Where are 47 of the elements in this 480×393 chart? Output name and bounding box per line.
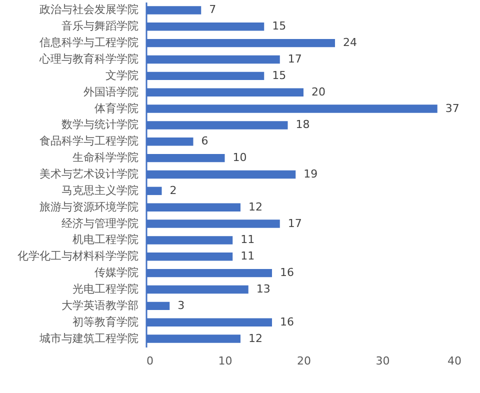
y-tick-label: 文学院 xyxy=(106,68,138,82)
y-tick-label: 机电工程学院 xyxy=(72,233,138,246)
y-tick-label: 传媒学院 xyxy=(94,266,138,280)
data-label: 10 xyxy=(232,151,247,164)
y-tick-label: 大学英语教学部 xyxy=(62,298,138,312)
data-label: 16 xyxy=(280,266,294,280)
x-tick-label: 30 xyxy=(376,354,390,368)
y-tick-label: 初等教育学院 xyxy=(72,315,138,328)
y-tick-label: 城市与建筑工程学院 xyxy=(38,332,138,345)
data-label: 37 xyxy=(445,102,460,115)
y-tick-label: 化学化工与材料科学学院 xyxy=(18,250,138,263)
data-label: 17 xyxy=(288,216,302,230)
data-label: 16 xyxy=(280,315,294,328)
y-tick-label: 美术与艺术设计学院 xyxy=(40,168,138,180)
data-label: 17 xyxy=(288,52,302,66)
data-label: 24 xyxy=(343,36,357,50)
data-label: 18 xyxy=(296,118,310,132)
data-label: 13 xyxy=(256,282,270,296)
y-tick-label: 光电工程学院 xyxy=(72,282,138,296)
y-tick-label: 经济与管理学院 xyxy=(62,216,138,230)
data-label: 2 xyxy=(170,184,177,197)
y-tick-label: 信息科学与工程学院 xyxy=(40,36,138,50)
y-tick-label: 政治与社会发展学院 xyxy=(40,3,138,16)
data-label: 6 xyxy=(201,134,208,148)
data-label: 19 xyxy=(304,168,318,180)
x-tick-label: 40 xyxy=(448,354,462,368)
y-tick-label: 食品科学与工程学院 xyxy=(40,134,138,148)
x-tick-label: 10 xyxy=(218,354,232,368)
data-label: 15 xyxy=(272,68,286,82)
data-label: 7 xyxy=(209,3,216,16)
data-label: 20 xyxy=(312,85,326,98)
y-tick-label: 体育学院 xyxy=(94,102,138,115)
y-tick-label: 音乐与舞蹈学院 xyxy=(62,20,138,33)
data-label: 12 xyxy=(248,200,262,214)
y-tick-label: 外国语学院 xyxy=(84,85,138,98)
data-label: 12 xyxy=(248,332,262,345)
y-tick-label: 马克思主义学院 xyxy=(62,184,138,197)
x-tick-label: 20 xyxy=(297,354,311,368)
data-label: 11 xyxy=(240,233,255,246)
data-label: 15 xyxy=(272,20,286,33)
x-tick-label: 0 xyxy=(146,354,154,368)
y-tick-label: 生命科学学院 xyxy=(72,151,138,164)
y-tick-label: 数学与统计学院 xyxy=(62,118,138,132)
y-tick-label: 旅游与资源环境学院 xyxy=(40,200,138,214)
y-tick-label: 心理与教育科学学院 xyxy=(38,52,138,66)
data-label: 3 xyxy=(178,298,185,312)
data-label: 11 xyxy=(240,250,255,263)
